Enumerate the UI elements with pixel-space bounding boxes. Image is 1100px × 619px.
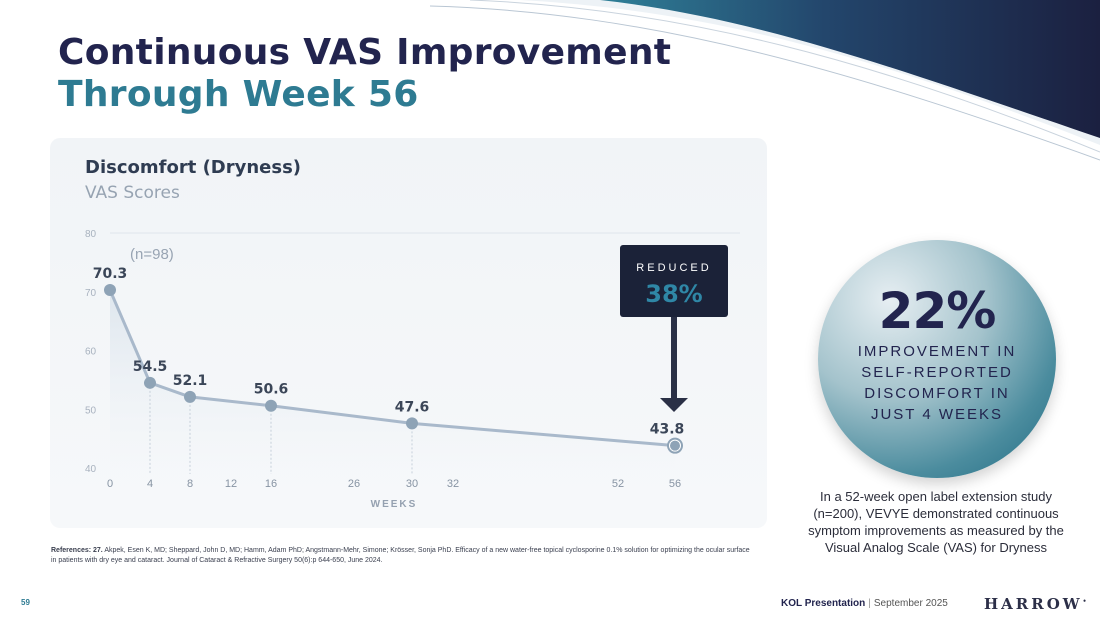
x-tick-label: 0 <box>107 478 113 490</box>
highlight-line: SELF-REPORTED <box>861 364 1013 381</box>
data-point <box>144 376 156 389</box>
y-tick-label: 50 <box>85 405 97 416</box>
x-tick-label: 32 <box>447 478 459 490</box>
sample-size-label: (n=98) <box>130 246 174 263</box>
x-tick-label: 8 <box>187 478 193 490</box>
highlight-line: IMPROVEMENT IN <box>857 343 1017 360</box>
x-axis-label: WEEKS <box>371 499 418 510</box>
reduced-callout-label: REDUCED <box>636 262 711 274</box>
data-point <box>406 417 418 430</box>
data-label: 43.8 <box>650 422 685 438</box>
highlight-circle <box>818 240 1056 478</box>
y-tick-label: 40 <box>85 464 97 475</box>
highlight-value: 22% <box>878 282 997 340</box>
logo-text: HARROW <box>984 595 1083 613</box>
slide-title-line1: Continuous VAS Improvement <box>58 32 672 73</box>
slide-title-line2: Through Week 56 <box>58 74 419 115</box>
data-point <box>184 390 196 403</box>
highlight-line: JUST 4 WEEKS <box>870 406 1004 423</box>
data-label: 54.5 <box>133 359 168 375</box>
footer-date: September 2025 <box>873 598 948 609</box>
x-tick-label: 30 <box>406 478 418 490</box>
x-tick-label: 4 <box>147 478 153 490</box>
page-number: 59 <box>21 598 30 607</box>
reduced-callout-value: 38% <box>645 280 702 308</box>
series-line <box>108 289 676 448</box>
data-label: 47.6 <box>395 399 430 415</box>
references: References: 27. Akpek, Esen K, MD; Shepp… <box>51 546 751 566</box>
x-tick-label: 16 <box>265 478 277 490</box>
data-label: 52.1 <box>173 373 208 389</box>
harrow-logo: HARROW• <box>984 595 1087 613</box>
data-point <box>104 283 116 296</box>
highlight-line: DISCOMFORT IN <box>864 385 1010 402</box>
chart-subtitle: VAS Scores <box>85 183 180 203</box>
data-point <box>265 399 277 412</box>
callout-arrow-head <box>660 398 688 412</box>
callout-arrow-shaft <box>671 317 677 399</box>
data-label: 50.6 <box>254 382 289 398</box>
footer-label: KOL Presentation <box>781 598 866 609</box>
x-tick-label: 12 <box>225 478 237 490</box>
reduced-callout-box <box>620 245 728 317</box>
data-point <box>670 440 680 451</box>
footer: KOL Presentation | September 2025 <box>781 598 948 609</box>
references-label: References: 27. <box>51 547 103 554</box>
y-tick-label: 70 <box>85 288 97 299</box>
x-tick-label: 56 <box>669 478 681 490</box>
highlight-text: IMPROVEMENT IN SELF-REPORTED DISCOMFORT … <box>838 341 1036 425</box>
x-tick-label: 26 <box>348 478 360 490</box>
chart-title: Discomfort (Dryness) <box>85 157 302 178</box>
x-tick-label: 52 <box>612 478 624 490</box>
y-tick-label: 60 <box>85 347 97 358</box>
series-area <box>110 289 675 468</box>
study-note: In a 52-week open label extension study … <box>808 489 1064 555</box>
references-text: Akpek, Esen K, MD; Sheppard, John D, MD;… <box>51 547 750 564</box>
y-tick-label: 80 <box>85 229 97 240</box>
data-label: 70.3 <box>93 266 128 282</box>
